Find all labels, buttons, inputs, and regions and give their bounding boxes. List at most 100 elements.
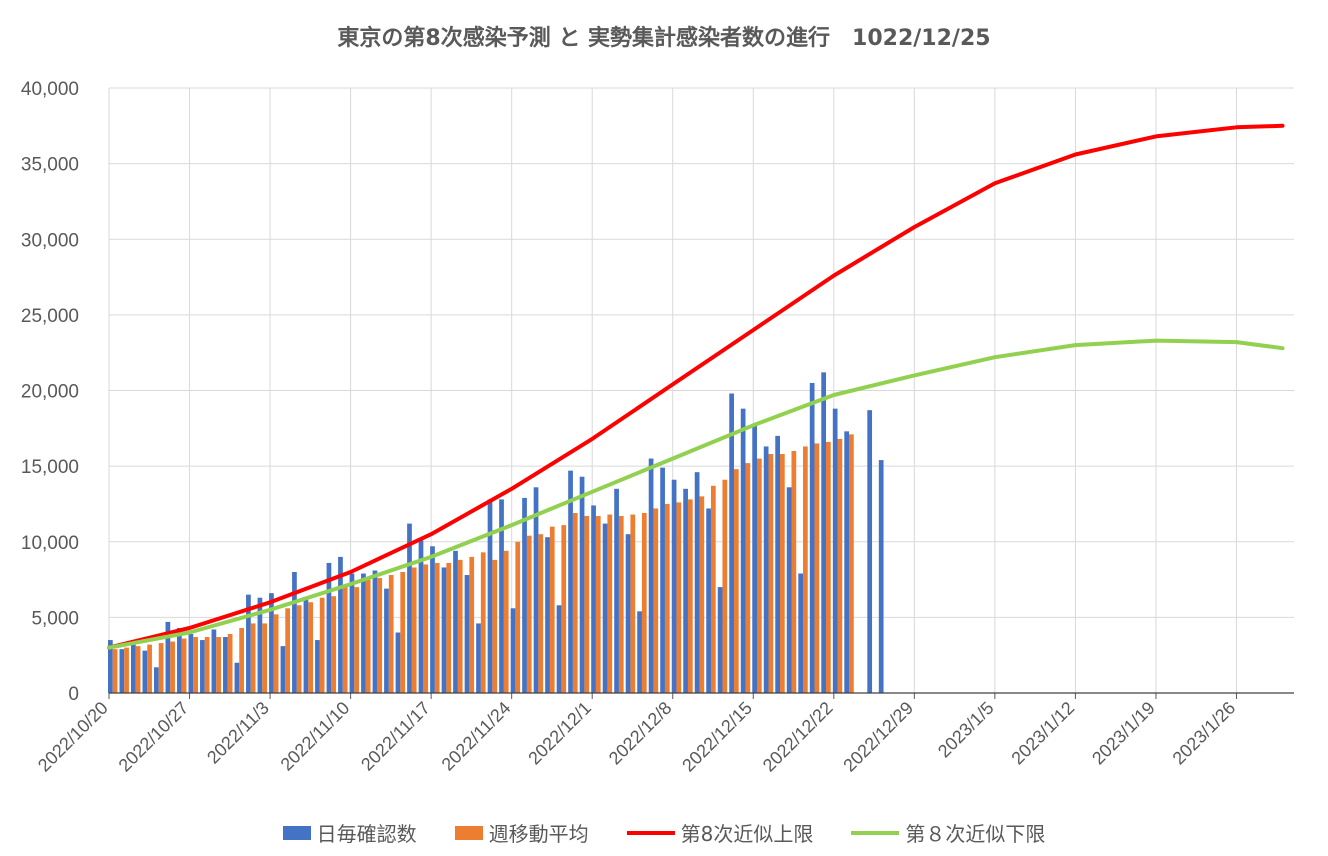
legend-entry-daily: 日毎確認数 (282, 818, 417, 847)
daily-bar (878, 460, 884, 693)
daily-bar (223, 637, 228, 693)
weekly-avg-bar (354, 587, 360, 693)
y-tick-label: 5,000 (31, 608, 79, 629)
weekly-avg-bar (837, 438, 843, 693)
weekly-avg-bar (595, 516, 601, 693)
daily-bar (280, 646, 286, 693)
daily-bar (729, 393, 734, 693)
daily-bar (637, 611, 642, 693)
daily-bar (418, 540, 424, 693)
weekly-avg-bar (618, 516, 624, 693)
weekly-avg-bar (503, 550, 509, 693)
daily-bar (188, 634, 194, 693)
weekly-avg-bar (756, 458, 762, 693)
daily-bar (786, 487, 792, 693)
weekly-avg-bar (561, 525, 567, 693)
x-tick-label: 2022/11/10 (277, 698, 354, 775)
weekly-avg-bar (239, 627, 244, 693)
weekly-avg-bar (250, 623, 256, 693)
daily-bar (407, 523, 412, 693)
y-tick-label: 15,000 (21, 457, 79, 478)
legend-swatch-weekly (454, 825, 483, 840)
weekly-avg-bar (768, 454, 774, 693)
daily-bar (430, 546, 435, 693)
daily-bar (614, 488, 619, 693)
daily-bar (591, 505, 596, 693)
y-tick-label: 10,000 (21, 533, 79, 554)
daily-bar (165, 621, 171, 693)
daily-bar (694, 472, 700, 693)
weekly-avg-bar (733, 469, 739, 693)
daily-bar (487, 499, 493, 693)
weekly-avg-bar (653, 508, 659, 693)
y-tick-label: 25,000 (21, 306, 79, 327)
y-tick-label: 35,000 (21, 155, 79, 176)
x-tick-label: 2022/10/20 (34, 698, 112, 776)
weekly-avg-bar (262, 623, 267, 693)
weekly-avg-bar (193, 637, 198, 693)
weekly-avg-bar (722, 479, 728, 693)
bars (108, 372, 884, 693)
weekly-avg-bar (515, 541, 521, 693)
daily-bar (142, 650, 148, 693)
weekly-avg-bar (710, 485, 716, 693)
daily-bar (384, 588, 389, 693)
weekly-avg-bar (676, 502, 682, 693)
legend: 日毎確認数 週移動平均 第8次近似上限 第８次近似下限 (0, 818, 1328, 847)
y-tick-label: 30,000 (21, 230, 79, 251)
daily-bar (867, 410, 873, 693)
daily-bar (211, 629, 217, 693)
weekly-avg-bar (216, 637, 221, 693)
weekly-avg-bar (273, 614, 279, 693)
x-tick-label: 2022/12/8 (605, 698, 676, 769)
daily-bar (464, 575, 470, 693)
daily-bar (522, 497, 527, 693)
weekly-avg-bar (388, 575, 394, 693)
legend-entry-lower: 第８次近似下限 (851, 818, 1045, 847)
daily-bar (533, 487, 539, 693)
daily-bar (349, 573, 355, 693)
daily-bar (683, 488, 688, 693)
daily-bar (844, 431, 850, 693)
chart-title: 東京の第8次感染予測 と 実勢集計感染者数の進行 1022/12/25 (337, 26, 991, 51)
weekly-avg-bar (170, 641, 175, 693)
weekly-avg-bar (630, 514, 636, 693)
weekly-avg-bar (331, 596, 337, 693)
daily-bar (545, 537, 550, 693)
weekly-avg-bar (112, 649, 118, 693)
daily-bar (660, 467, 665, 693)
daily-bar (154, 667, 159, 693)
daily-bar (499, 499, 504, 693)
weekly-avg-bar (446, 562, 452, 693)
weekly-avg-bar (400, 572, 406, 693)
daily-bar (625, 534, 631, 693)
weekly-avg-bar (124, 647, 129, 693)
weekly-avg-bar (457, 559, 463, 693)
weekly-avg-bar (342, 585, 348, 693)
weekly-avg-bar (319, 597, 325, 693)
weekly-avg-bar (538, 534, 544, 693)
daily-bar (579, 476, 585, 693)
legend-label-weekly: 週移動平均 (488, 822, 589, 846)
x-tick-label: 2023/1/5 (934, 698, 998, 762)
lines (107, 123, 1285, 650)
weekly-avg-bar (308, 602, 314, 693)
weekly-avg-bar (572, 513, 578, 693)
daily-bar (763, 446, 769, 693)
daily-bar (177, 627, 182, 693)
weekly-avg-bar (135, 646, 141, 693)
daily-bar (775, 435, 780, 693)
daily-bar (361, 573, 366, 693)
legend-label-daily: 日毎確認数 (316, 822, 417, 846)
daily-bar (568, 470, 573, 693)
daily-bar (108, 640, 113, 693)
daily-bar (292, 572, 297, 693)
x-tick-label: 2023/1/19 (1088, 698, 1159, 769)
x-tick-label: 2022/12/22 (759, 698, 837, 776)
weekly-avg-bar (791, 451, 797, 693)
x-tick-label: 2022/11/3 (203, 698, 273, 768)
weekly-avg-bar (849, 434, 854, 693)
weekly-avg-bar (434, 562, 440, 693)
weekly-avg-bar (377, 578, 383, 693)
daily-bar (671, 479, 677, 693)
